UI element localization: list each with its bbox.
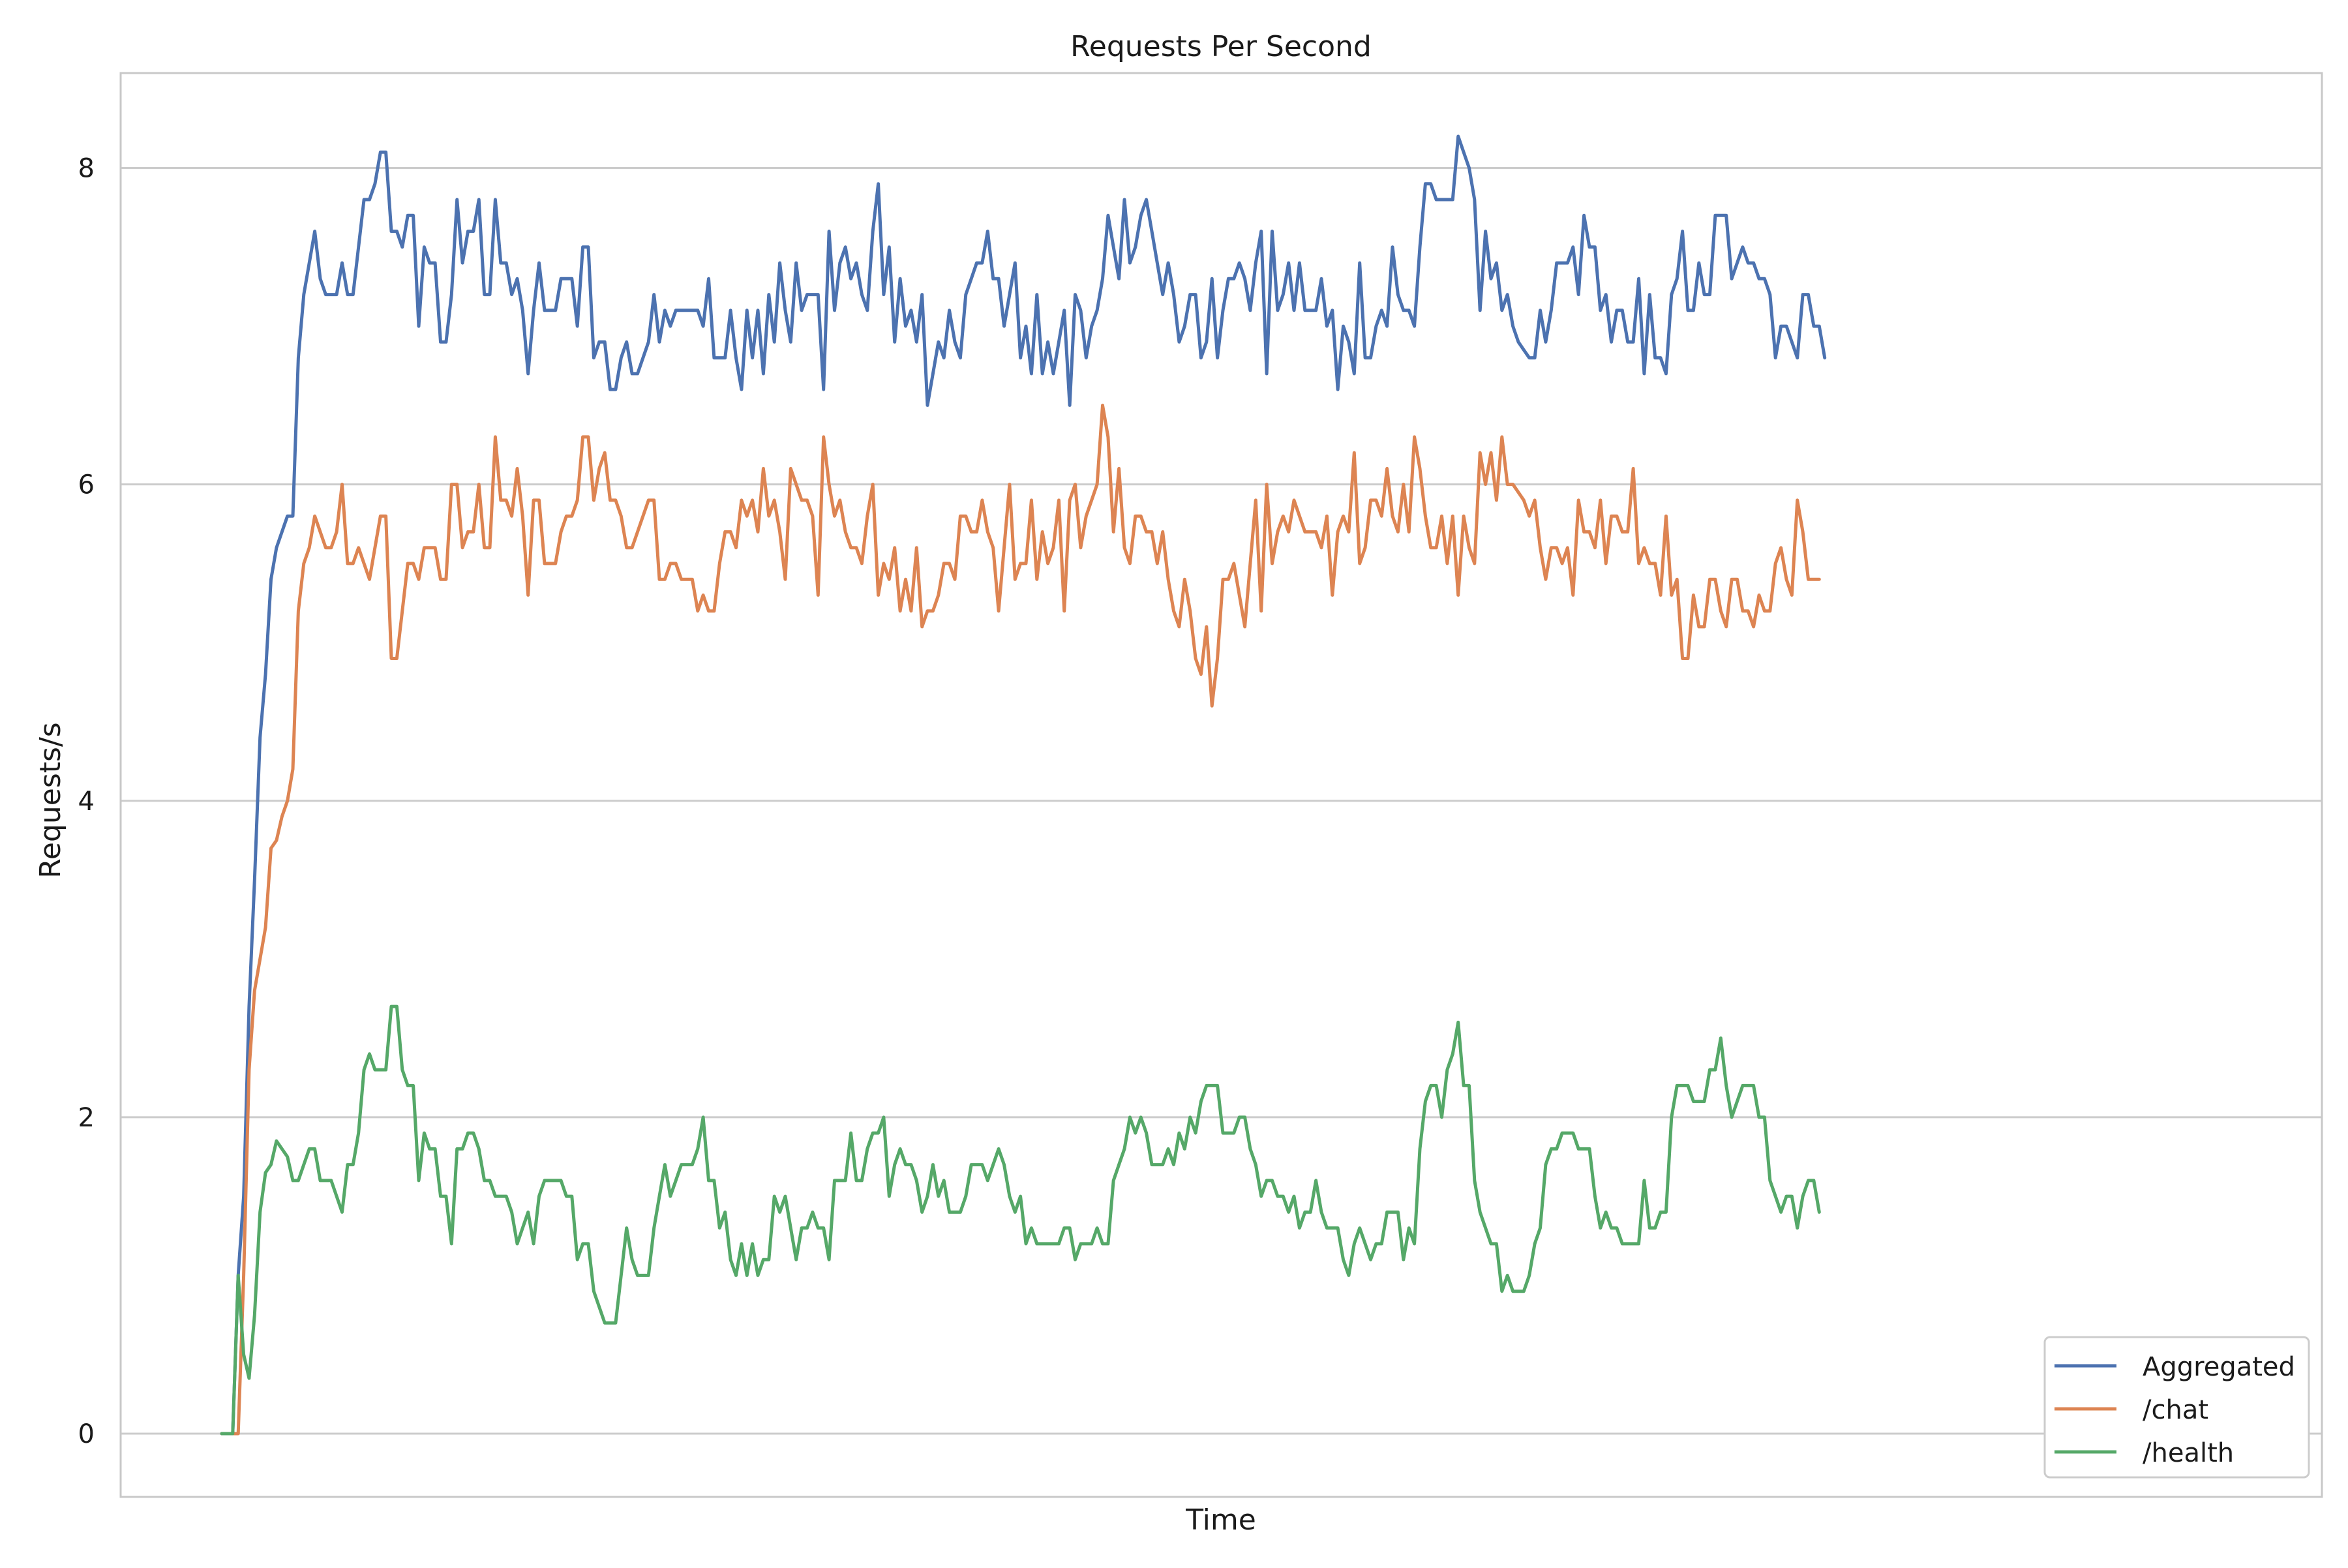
series-line-chat	[220, 403, 1821, 1436]
x-axis-label: Time	[1185, 1503, 1256, 1537]
series-lines	[220, 134, 1827, 1436]
y-tick-labels: 0 2 4 6 8	[78, 154, 95, 1449]
y-axis-label: Requests/s	[34, 722, 67, 878]
legend-item-chat: /chat	[2054, 1395, 2208, 1425]
legend-label-health: /health	[2143, 1438, 2234, 1468]
legend: Aggregated /chat /health	[2043, 1336, 2310, 1479]
y-tick-label: 8	[78, 154, 95, 184]
y-tick-label: 0	[78, 1419, 95, 1449]
y-tick-label: 4	[78, 787, 95, 817]
legend-item-health: /health	[2054, 1438, 2234, 1468]
y-tick-label: 6	[78, 470, 95, 500]
series-line-aggregated	[220, 134, 1827, 1436]
plot-frame	[119, 72, 2323, 1498]
series-line-health	[220, 1004, 1821, 1436]
legend-box	[2043, 1336, 2310, 1479]
legend-label-aggregated: Aggregated	[2143, 1352, 2295, 1382]
y-tick-label: 2	[78, 1103, 95, 1133]
legend-label-chat: /chat	[2143, 1395, 2208, 1425]
chart-title: Requests Per Second	[1070, 30, 1372, 63]
legend-item-aggregated: Aggregated	[2054, 1352, 2295, 1382]
grid-lines	[121, 167, 2322, 1435]
